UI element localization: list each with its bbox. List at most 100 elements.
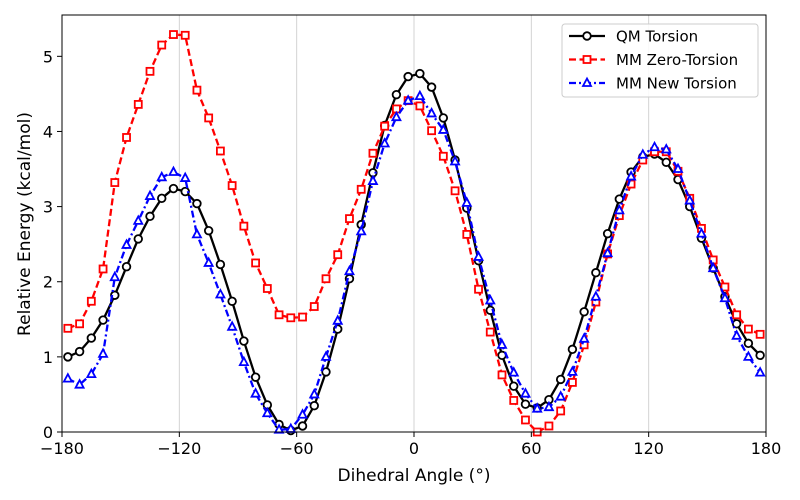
data-point bbox=[556, 406, 566, 416]
data-point bbox=[731, 319, 742, 329]
data-point bbox=[754, 366, 766, 377]
data-point bbox=[449, 155, 461, 166]
data-point bbox=[273, 423, 285, 434]
legend-label: MM New Torsion bbox=[616, 75, 737, 93]
data-point bbox=[380, 121, 390, 131]
data-point bbox=[649, 140, 661, 152]
data-point bbox=[239, 221, 249, 231]
data-point bbox=[192, 85, 202, 95]
data-point bbox=[227, 296, 237, 306]
data-point bbox=[133, 100, 143, 109]
data-point bbox=[438, 151, 448, 161]
data-point bbox=[450, 186, 460, 196]
data-point bbox=[321, 274, 331, 284]
data-point bbox=[308, 388, 320, 399]
data-point bbox=[74, 378, 86, 389]
data-point bbox=[157, 40, 167, 50]
data-point bbox=[98, 264, 108, 274]
x-axis-ticks: −180 −120 −60 0 60 120 180 bbox=[40, 432, 781, 458]
data-point bbox=[590, 290, 602, 301]
data-point bbox=[63, 323, 73, 333]
data-point bbox=[720, 282, 730, 292]
data-point bbox=[343, 264, 355, 276]
data-point bbox=[97, 347, 109, 358]
data-point bbox=[731, 329, 743, 340]
data-point bbox=[426, 107, 438, 118]
data-point bbox=[543, 400, 555, 412]
data-point bbox=[192, 198, 202, 209]
data-point bbox=[427, 126, 437, 136]
data-point bbox=[297, 421, 308, 431]
data-point bbox=[74, 346, 85, 357]
data-point bbox=[226, 320, 238, 331]
data-point bbox=[742, 350, 754, 361]
data-point bbox=[497, 370, 507, 380]
data-point bbox=[437, 123, 449, 134]
data-point bbox=[520, 399, 531, 409]
y-tick-label: 5 bbox=[43, 47, 53, 66]
data-point bbox=[261, 406, 273, 418]
y-tick-label: 3 bbox=[43, 198, 53, 217]
data-point bbox=[566, 365, 578, 376]
data-point bbox=[591, 268, 601, 278]
data-point bbox=[191, 227, 203, 239]
x-tick-label: −60 bbox=[280, 439, 314, 458]
y-axis-label: Relative Energy (kcal/mol) bbox=[15, 112, 35, 336]
data-point bbox=[133, 234, 143, 244]
data-point bbox=[555, 390, 567, 401]
data-point bbox=[356, 184, 366, 194]
legend-label: QM Torsion bbox=[616, 28, 698, 46]
data-point bbox=[568, 378, 577, 387]
data-point bbox=[298, 312, 307, 322]
data-point bbox=[262, 284, 272, 293]
data-point bbox=[438, 113, 449, 123]
data-point bbox=[695, 227, 707, 238]
data-point bbox=[462, 229, 472, 239]
data-point bbox=[109, 270, 121, 282]
data-point bbox=[602, 228, 613, 239]
data-point bbox=[614, 194, 625, 204]
data-point bbox=[238, 355, 250, 367]
data-point bbox=[484, 294, 496, 305]
x-tick-label: 60 bbox=[521, 439, 541, 458]
data-point bbox=[367, 174, 379, 185]
data-point bbox=[168, 183, 179, 194]
data-point bbox=[227, 181, 237, 190]
data-point bbox=[122, 133, 131, 142]
data-point bbox=[75, 319, 84, 329]
data-point bbox=[63, 352, 73, 362]
data-point bbox=[426, 82, 437, 92]
data-point bbox=[62, 372, 74, 383]
data-point bbox=[297, 408, 309, 419]
series-mm-new-torsion bbox=[62, 89, 766, 434]
data-point bbox=[508, 366, 520, 377]
data-point bbox=[732, 310, 742, 320]
data-point bbox=[156, 170, 168, 182]
data-point bbox=[672, 162, 684, 173]
legend-marker bbox=[581, 76, 593, 87]
x-tick-label: 120 bbox=[633, 439, 664, 458]
data-point bbox=[333, 250, 343, 260]
data-point bbox=[204, 113, 214, 123]
data-point bbox=[179, 171, 191, 182]
data-point bbox=[121, 262, 132, 272]
data-point bbox=[203, 225, 214, 236]
data-point bbox=[414, 89, 426, 101]
data-point bbox=[473, 250, 485, 261]
data-point bbox=[285, 422, 297, 433]
data-point bbox=[98, 315, 108, 325]
data-point bbox=[239, 336, 249, 346]
data-point bbox=[415, 101, 425, 111]
y-axis-ticks: 0 1 2 3 4 5 bbox=[43, 47, 62, 442]
data-point bbox=[415, 68, 425, 79]
data-point bbox=[157, 193, 167, 204]
data-point bbox=[555, 374, 566, 385]
data-point bbox=[755, 329, 765, 339]
data-point bbox=[625, 170, 637, 181]
data-point bbox=[509, 381, 519, 391]
data-point bbox=[661, 157, 671, 167]
legend-marker bbox=[582, 31, 592, 41]
data-point bbox=[755, 350, 765, 361]
data-point bbox=[332, 314, 344, 325]
data-point bbox=[744, 324, 753, 334]
